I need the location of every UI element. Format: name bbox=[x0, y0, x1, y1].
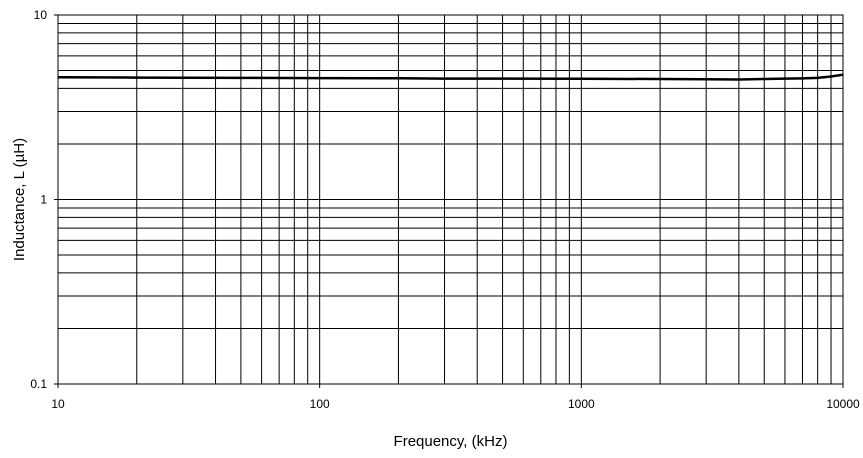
x-tick-label: 10 bbox=[51, 397, 65, 411]
tick-labels: 10 100 1000 10000 0.1 1 10 bbox=[30, 8, 860, 411]
y-tick-label: 10 bbox=[34, 8, 48, 22]
x-tick-label: 1000 bbox=[568, 397, 595, 411]
x-tick-label: 10000 bbox=[826, 397, 860, 411]
x-tick-label: 100 bbox=[310, 397, 330, 411]
y-axis-title: Inductance, L (µH) bbox=[11, 138, 28, 261]
y-tick-label: 0.1 bbox=[30, 377, 47, 391]
inductance-series-line bbox=[57, 73, 844, 81]
grid bbox=[58, 15, 843, 384]
series-group bbox=[57, 73, 844, 81]
x-axis-title: Frequency, (kHz) bbox=[394, 433, 508, 450]
y-tick-label: 1 bbox=[40, 193, 47, 207]
